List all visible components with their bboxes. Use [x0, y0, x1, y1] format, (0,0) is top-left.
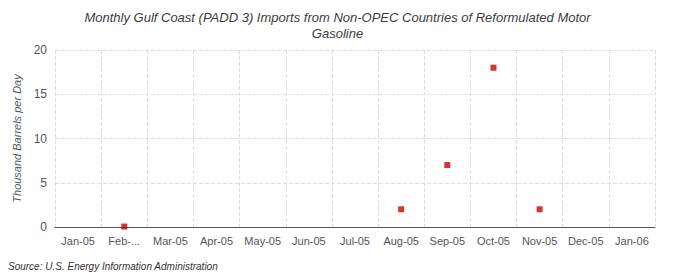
- svg-text:Thousand Barrels per Day: Thousand Barrels per Day: [11, 73, 23, 203]
- svg-text:Monthly Gulf Coast (PADD 3) Im: Monthly Gulf Coast (PADD 3) Imports from…: [84, 10, 591, 25]
- svg-text:Sep-05: Sep-05: [430, 235, 465, 247]
- svg-text:Oct-05: Oct-05: [477, 235, 510, 247]
- svg-text:15: 15: [34, 87, 48, 101]
- svg-text:May-05: May-05: [244, 235, 281, 247]
- svg-text:0: 0: [40, 220, 47, 234]
- svg-text:20: 20: [34, 43, 48, 57]
- svg-text:Jan-06: Jan-06: [615, 235, 649, 247]
- svg-text:Aug-05: Aug-05: [383, 235, 418, 247]
- svg-text:Source: U.S. Energy Informatio: Source: U.S. Energy Information Administ…: [8, 261, 218, 272]
- svg-text:Nov-05: Nov-05: [522, 235, 557, 247]
- svg-text:Dec-05: Dec-05: [568, 235, 603, 247]
- svg-text:Jan-05: Jan-05: [61, 235, 95, 247]
- svg-text:10: 10: [34, 132, 48, 146]
- svg-text:Mar-05: Mar-05: [153, 235, 188, 247]
- svg-text:5: 5: [40, 176, 47, 190]
- svg-text:Gasoline: Gasoline: [312, 26, 363, 41]
- svg-text:Jun-05: Jun-05: [292, 235, 326, 247]
- svg-text:Jul-05: Jul-05: [340, 235, 370, 247]
- svg-text:Apr-05: Apr-05: [200, 235, 233, 247]
- svg-text:Feb-...: Feb-...: [108, 235, 140, 247]
